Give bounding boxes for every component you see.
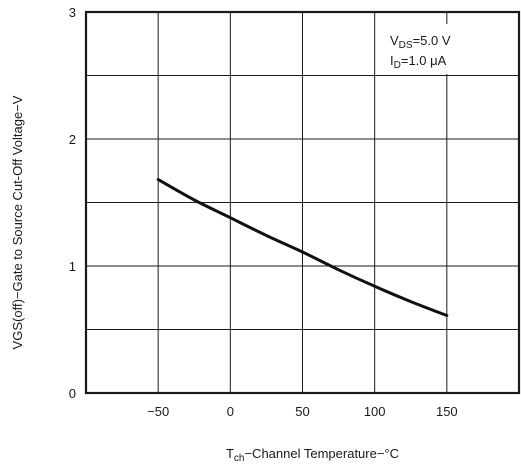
x-axis-title: Tch−Channel Temperature−°C bbox=[226, 446, 399, 464]
y-axis-title: VGS(off)−Gate to Source Cut-Off Voltage−… bbox=[10, 95, 25, 349]
x-tick-label: 0 bbox=[227, 404, 234, 419]
x-tick-label: 50 bbox=[295, 404, 309, 419]
x-tick-labels: −50 0 50 100 150 bbox=[147, 404, 458, 419]
x-tick-label: 150 bbox=[436, 404, 458, 419]
conditions-box-background bbox=[382, 24, 512, 74]
grid-lines bbox=[86, 12, 519, 393]
plot-frame bbox=[84, 10, 521, 395]
condition-label: ID=1.0 μA bbox=[390, 53, 447, 71]
series-line-vgs-off bbox=[156, 178, 449, 317]
y-tick-label: 1 bbox=[69, 259, 76, 274]
conditions-box: VDS=5.0 V ID=1.0 μA bbox=[390, 33, 451, 71]
y-tick-label: 3 bbox=[69, 5, 76, 20]
condition-label: VDS=5.0 V bbox=[390, 33, 451, 51]
y-tick-label: 2 bbox=[69, 132, 76, 147]
series-layer bbox=[156, 178, 449, 317]
y-tick-label: 0 bbox=[69, 386, 76, 401]
y-tick-labels: 0 1 2 3 bbox=[69, 5, 76, 401]
x-tick-label: 100 bbox=[364, 404, 386, 419]
x-tick-label: −50 bbox=[147, 404, 169, 419]
